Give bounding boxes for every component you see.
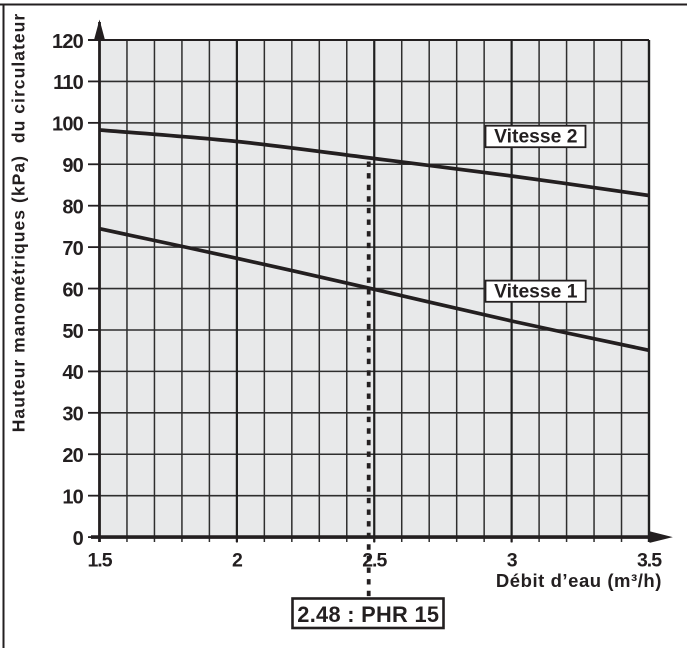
svg-text:Hauteur manométriques (kPa) d: Hauteur manométriques (kPa) du circulate… — [8, 13, 28, 433]
svg-text:60: 60 — [62, 279, 83, 301]
svg-text:2.5: 2.5 — [362, 550, 387, 572]
svg-text:70: 70 — [62, 238, 83, 260]
svg-text:100: 100 — [52, 114, 84, 136]
svg-text:10: 10 — [62, 487, 83, 509]
svg-text:2: 2 — [232, 550, 243, 572]
svg-text:1.5: 1.5 — [87, 550, 112, 572]
svg-text:3: 3 — [507, 550, 518, 572]
svg-text:50: 50 — [62, 321, 83, 343]
svg-text:40: 40 — [62, 362, 83, 384]
svg-text:Vitesse 2: Vitesse 2 — [494, 127, 577, 148]
svg-text:90: 90 — [62, 155, 83, 177]
svg-text:30: 30 — [62, 404, 83, 426]
svg-text:3.5: 3.5 — [637, 550, 662, 572]
svg-text:Vitesse 1: Vitesse 1 — [494, 281, 578, 302]
svg-text:0: 0 — [73, 528, 84, 550]
svg-text:80: 80 — [62, 197, 83, 219]
svg-text:110: 110 — [53, 72, 84, 94]
svg-text:120: 120 — [52, 31, 84, 53]
svg-text:2.48 : PHR 15: 2.48 : PHR 15 — [297, 602, 439, 627]
svg-text:Débit d’eau (m³/h): Débit d’eau (m³/h) — [496, 570, 662, 591]
svg-text:20: 20 — [62, 445, 83, 467]
